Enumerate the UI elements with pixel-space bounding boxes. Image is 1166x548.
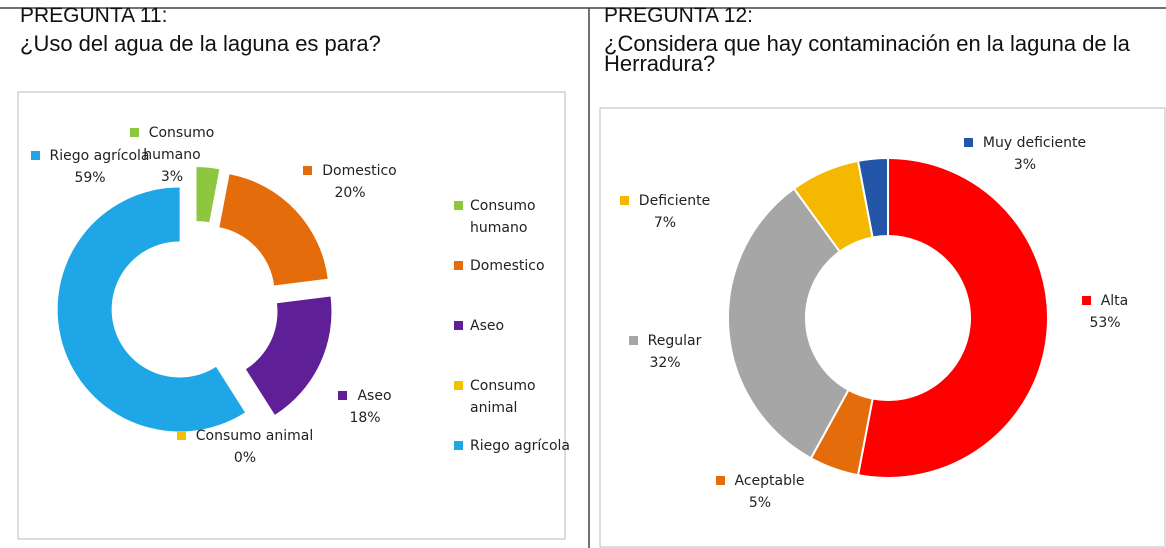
label-category: Aceptable: [734, 473, 805, 489]
label-marker: [1081, 296, 1091, 305]
label-category: Alta: [1100, 293, 1129, 309]
label-category: Deficiente: [638, 193, 711, 209]
label-marker: [338, 391, 348, 400]
label-marker: [176, 431, 186, 440]
label-value: 18%: [349, 410, 381, 426]
legend-label: Consumo humano: [470, 198, 536, 236]
label-value: 5%: [748, 495, 772, 511]
legend-label: Aseo: [470, 318, 505, 334]
label-marker: [963, 138, 973, 147]
label-category: Domestico: [322, 163, 397, 179]
data-label: Domestico 20%: [285, 160, 415, 204]
label-value: 20%: [334, 185, 366, 201]
label-category: Consumo animal: [195, 428, 314, 444]
donut-slice: [219, 174, 328, 286]
data-label: Riego agrícola 59%: [30, 145, 150, 189]
data-label: Alta 53%: [1060, 290, 1150, 334]
label-category: Consumo humano: [143, 125, 215, 163]
donut-slice: [196, 167, 220, 223]
label-marker: [30, 151, 40, 160]
legend-label: Consumo animal: [470, 378, 536, 416]
label-value: 3%: [160, 169, 184, 185]
donut-slice: [856, 156, 889, 239]
legend-item: Consumo humano: [454, 195, 570, 239]
label-category: Muy deficiente: [982, 135, 1087, 151]
legend-item: Aseo: [454, 315, 570, 337]
legend-item: Riego agrícola: [454, 435, 570, 457]
donut-slice: [57, 187, 246, 432]
label-value: 59%: [74, 170, 106, 186]
donut-slice: [245, 296, 332, 415]
plot-frame: [17, 91, 566, 540]
data-label: Aseo 18%: [320, 385, 410, 429]
data-label: Aceptable 5%: [690, 470, 830, 514]
label-marker: [628, 336, 638, 345]
data-label: Consumo animal 0%: [170, 425, 320, 469]
data-label: Muy deficiente 3%: [940, 132, 1110, 176]
chart-title: PREGUNTA 11:: [20, 4, 168, 27]
label-value: 32%: [649, 355, 681, 371]
label-category: Aseo: [357, 388, 392, 404]
label-marker: [129, 128, 139, 137]
label-value: 53%: [1089, 315, 1121, 331]
data-label: Deficiente 7%: [600, 190, 730, 234]
label-marker: [619, 196, 629, 205]
legend-marker: [454, 261, 463, 270]
data-label: Regular 32%: [600, 330, 730, 374]
label-category: Regular: [647, 333, 702, 349]
label-marker: [303, 166, 313, 175]
label-value: 7%: [653, 215, 677, 231]
donut-slice: [727, 187, 850, 460]
legend-item: Consumo animal: [454, 375, 570, 419]
legend-marker: [454, 381, 463, 390]
plot-frame: [599, 107, 1166, 548]
legend-item: Domestico: [454, 255, 570, 277]
donut-slice: [856, 156, 1049, 479]
chart-subtitle: ¿Uso del agua de la laguna es para?: [20, 31, 381, 56]
label-category: Riego agrícola: [49, 148, 150, 164]
label-marker: [715, 476, 725, 485]
legend-label: Domestico: [470, 258, 545, 274]
label-value: 0%: [233, 450, 257, 466]
legend-label: Riego agrícola: [470, 438, 570, 454]
legend-marker: [454, 201, 463, 210]
chart-subtitle: ¿Considera que hay contaminación en la l…: [604, 31, 1130, 76]
legend-marker: [454, 441, 463, 450]
chart-title: PREGUNTA 12:: [604, 4, 753, 27]
legend-marker: [454, 321, 463, 330]
label-value: 3%: [1013, 157, 1037, 173]
data-label: Consumo humano 3%: [112, 122, 232, 188]
